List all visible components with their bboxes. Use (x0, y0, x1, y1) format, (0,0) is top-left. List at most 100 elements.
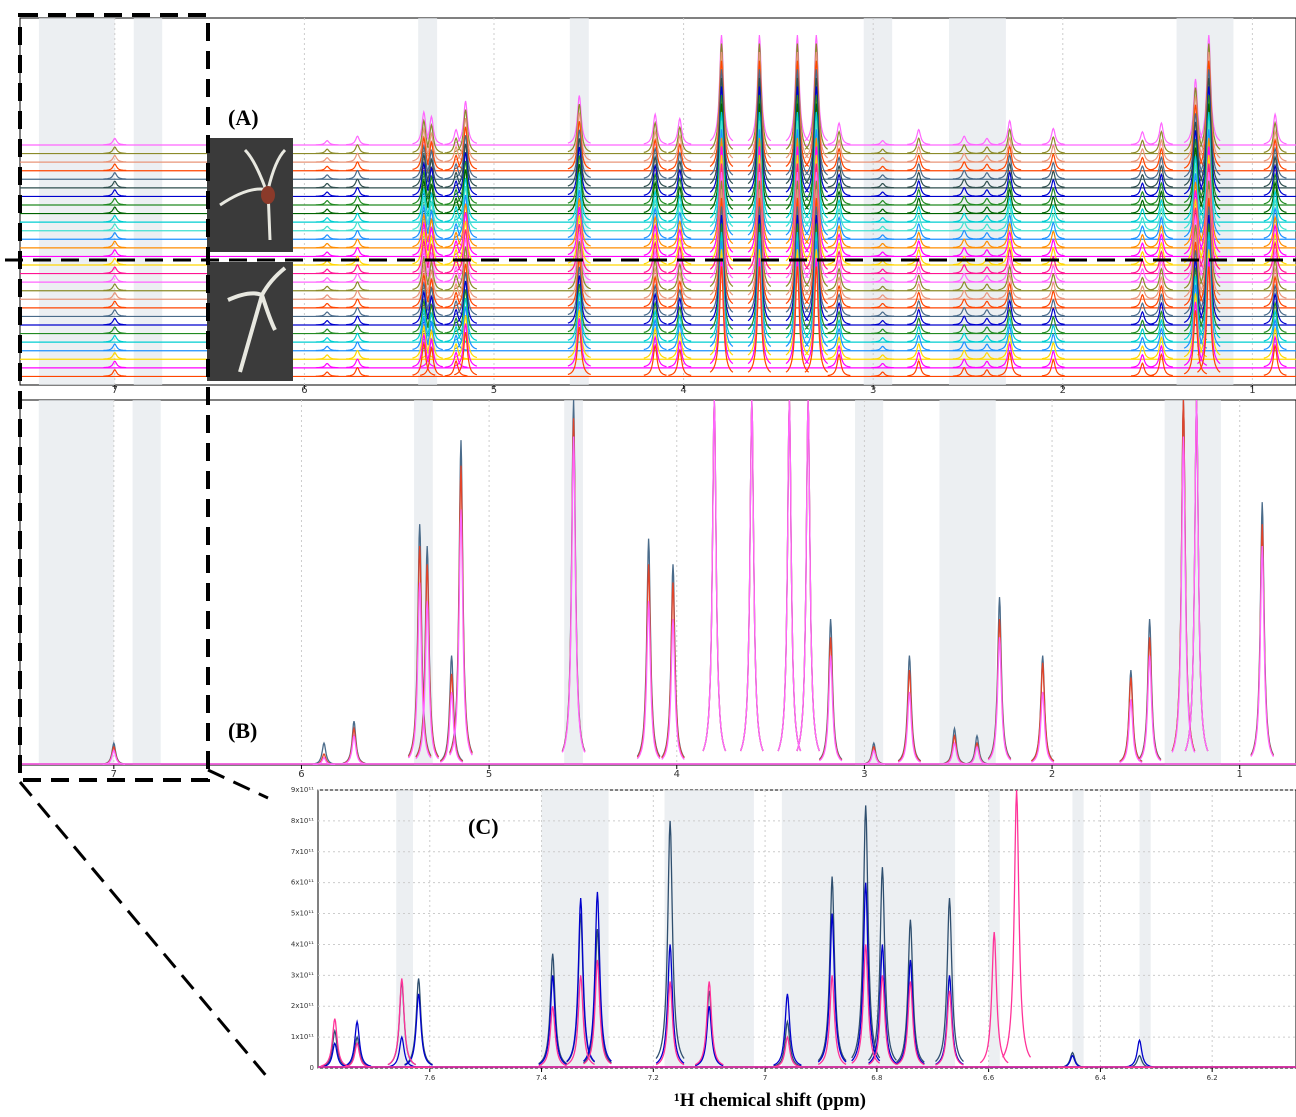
peak (907, 197, 931, 214)
peak (907, 248, 931, 265)
peak (567, 146, 591, 196)
peak (419, 260, 443, 291)
peak (804, 214, 829, 322)
peak (1149, 121, 1173, 145)
peak (1263, 197, 1287, 231)
peak (871, 139, 895, 146)
x-tick-label: 7.4 (536, 1074, 548, 1082)
peak (668, 279, 692, 308)
peak (827, 267, 851, 291)
peak (454, 126, 478, 170)
x-tick-label: 6 (301, 385, 307, 396)
peak (1263, 326, 1287, 359)
peak (1197, 240, 1221, 347)
peak (315, 234, 339, 240)
peak (694, 981, 724, 1066)
peak (315, 328, 339, 334)
peak (998, 144, 1022, 171)
peak (538, 953, 568, 1065)
peak (346, 178, 369, 189)
peak (827, 164, 851, 188)
peak (440, 691, 464, 763)
peak (643, 215, 667, 248)
peak (785, 129, 810, 236)
peak (907, 291, 931, 308)
peak (709, 137, 734, 245)
peak (449, 509, 473, 756)
peak (346, 144, 369, 154)
peak (668, 288, 692, 316)
peak (785, 60, 810, 167)
peak (103, 249, 127, 257)
peak (702, 400, 727, 752)
x-tick-label: 5 (491, 385, 497, 396)
peak (1041, 178, 1065, 197)
peak (785, 240, 810, 347)
peak (1149, 207, 1173, 231)
peak (907, 351, 931, 368)
peak (827, 138, 851, 162)
peak (454, 152, 478, 196)
peak (1263, 163, 1287, 196)
peak (796, 400, 821, 752)
peak (747, 189, 772, 296)
y-tick-label: 8x10¹¹ (291, 817, 314, 825)
peak (952, 341, 976, 351)
peak (567, 266, 591, 316)
y-tick-label: 0 (310, 1064, 314, 1072)
peak (1149, 138, 1173, 162)
peak (1041, 144, 1065, 163)
peak (1149, 232, 1173, 257)
peak (804, 249, 829, 356)
peak (747, 180, 772, 287)
peak (315, 182, 339, 189)
peak (709, 232, 734, 339)
bucket-band (133, 18, 163, 385)
peak (1263, 249, 1287, 282)
peak (975, 326, 999, 334)
peak (1263, 129, 1287, 162)
peak (1041, 358, 1065, 377)
peak (952, 204, 976, 214)
peak (315, 268, 339, 274)
peak (668, 116, 692, 145)
peak (1041, 298, 1065, 317)
peak (785, 154, 810, 262)
peak (567, 206, 591, 256)
x-tick-label: 3 (870, 385, 876, 396)
peak (804, 86, 829, 193)
peak (952, 349, 976, 360)
peak (1197, 266, 1221, 373)
spectra (318, 790, 1296, 1068)
peak (952, 238, 976, 249)
peak (315, 139, 339, 146)
peak (827, 147, 851, 171)
peak (907, 274, 931, 291)
peak (785, 232, 810, 339)
peak (998, 307, 1022, 334)
peak (567, 155, 591, 204)
peak (709, 172, 734, 279)
y-tick-label: 4x10¹¹ (291, 940, 314, 948)
peak (419, 337, 443, 368)
peak (998, 162, 1022, 188)
peak (804, 240, 829, 347)
peak (785, 103, 810, 210)
peak (315, 345, 339, 352)
peak (1002, 790, 1032, 1058)
peak (567, 181, 591, 230)
peak (315, 285, 339, 292)
peak (346, 135, 369, 146)
peak (404, 978, 433, 1066)
peak (419, 303, 443, 334)
peak (661, 582, 685, 759)
peak (454, 289, 478, 333)
peak (346, 264, 369, 274)
peak (709, 249, 734, 356)
peak (315, 311, 339, 317)
peak (1041, 136, 1065, 154)
peak (952, 195, 976, 206)
peak (643, 326, 667, 359)
peak (103, 274, 127, 283)
